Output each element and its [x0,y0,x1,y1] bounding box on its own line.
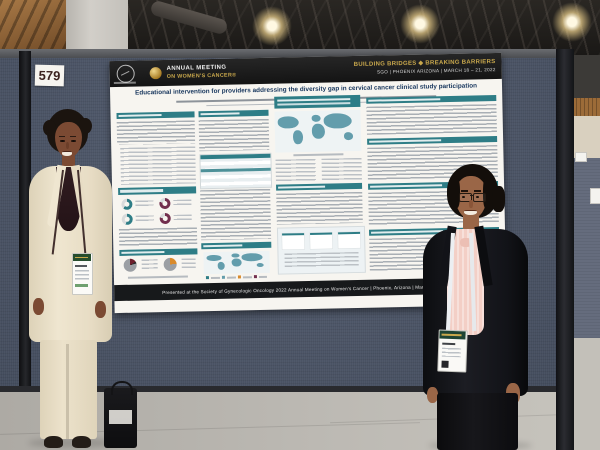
text-block [118,227,198,247]
nose [469,200,473,208]
ceiling-light-icon [552,2,592,42]
board-frame-post [556,49,574,450]
hand [33,298,44,315]
eye [462,195,465,198]
figure3-caption-bar [201,241,272,250]
board-top-rail [0,49,558,58]
ceiling-light-icon [252,6,292,46]
hall-background [572,55,600,100]
donut-chart [159,212,171,225]
donut-label [135,215,154,223]
hair [79,118,92,134]
eyebrow [474,190,481,192]
text-block [116,120,196,145]
text-block [366,104,497,135]
hair [43,120,56,136]
ceiling-light-icon [400,4,440,44]
cream-pants [40,340,97,439]
text-block [120,146,196,185]
board-frame-divider [19,51,31,393]
table-header-row [200,153,271,160]
map-legend [205,275,268,280]
shoe [44,436,63,448]
shoe [72,436,91,448]
figure1-caption-bar [118,186,197,195]
conference-badge [437,329,468,373]
sgo-logo-caption [113,81,136,85]
text-block [276,191,363,225]
background-floor [572,338,600,450]
glasses-bridge [469,195,474,197]
board-number: 579 [38,67,61,84]
data-table [199,152,273,190]
glasses-lens [459,193,472,202]
text-block [198,118,270,152]
wood-wall-strip [572,98,600,116]
blouse-bow [460,238,472,247]
aims-banner [274,94,361,109]
meeting-name-line1: ANNUAL MEETING [166,64,227,72]
text-block [200,188,272,241]
eyebrow [70,136,76,138]
pants-gap [66,344,69,439]
donut-label [173,214,192,222]
map-caption [293,153,344,156]
hand [95,301,106,318]
pie-chart [123,258,137,272]
cream-wall [572,116,600,158]
tote-bag [104,381,137,448]
eyebrow [59,136,65,138]
pie-legend [141,259,158,271]
donut-chart [121,198,133,210]
pie-chart [163,257,177,272]
sgo-society-logo-icon [116,64,135,83]
figure2-caption-bar [119,248,198,256]
glasses-lens [473,193,486,202]
board-number-label: 579 [34,64,65,87]
bullet-list [321,157,362,181]
black-pants [437,393,518,450]
eye [71,140,76,142]
section-header [366,95,497,104]
figure-footnote [127,275,188,279]
section-header [276,182,363,191]
donut-chart [121,213,133,225]
bullet-list [275,158,316,182]
hand [427,387,438,403]
donut-label [173,199,192,207]
section-header [198,109,269,118]
meeting-venue-dates: SGO | PHOENIX ARIZONA | MARCH 18 – 21, 2… [376,67,496,75]
world-map-large [274,109,362,153]
eyebrow [461,190,468,192]
hair-side [483,178,489,208]
eye [60,140,65,142]
background-label [575,152,587,162]
eye [476,195,479,198]
pie-legend [181,258,196,270]
board-bottom-rail [0,386,558,394]
hair-bun [492,186,505,212]
concrete-pillar [66,0,128,54]
nose [66,142,70,149]
smile [62,151,72,156]
section-header [367,136,498,145]
world-map-small [203,250,270,275]
hair-side [453,178,460,208]
meeting-name-line2: ON WOMEN'S CANCER® [166,72,237,80]
section-header [116,111,195,119]
background-poster-panel [572,158,600,338]
conference-badge [72,253,93,295]
gold-globe-icon [149,67,162,80]
flow-diagram-box [276,225,366,275]
donut-chart [159,197,171,210]
smile [464,210,477,216]
background-label [590,188,600,204]
donut-label [135,200,154,208]
table-subheader-row [200,167,271,173]
